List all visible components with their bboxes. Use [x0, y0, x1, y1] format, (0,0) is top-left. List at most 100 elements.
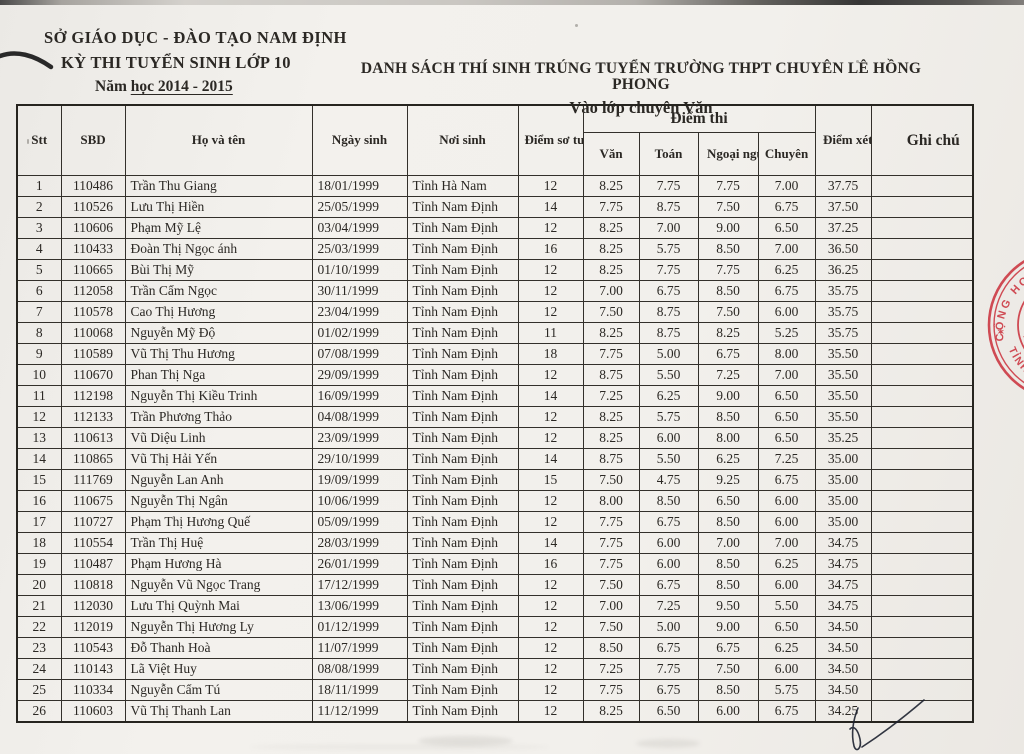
cell-pob: Tỉnh Nam Định	[406, 196, 519, 218]
document-header-left: SỞ GIÁO DỤC - ĐÀO TẠO NAM ĐỊNH KỲ THI TU…	[44, 28, 347, 95]
cell-pob: Tỉnh Nam Định	[406, 406, 519, 428]
table-row: 4 110433 Đoàn Thị Ngọc ánh 25/03/1999 Tỉ…	[16, 238, 974, 260]
cell-math-score: 6.00	[638, 532, 699, 554]
stamp-star-icon: ✶	[997, 327, 1005, 337]
cell-notes	[870, 574, 974, 596]
cell-pob: Tỉnh Nam Định	[406, 343, 519, 365]
col-header-notes: Ghi chú	[870, 104, 974, 176]
cell-sbd: 110526	[60, 196, 126, 218]
cell-literature-score: 7.50	[582, 301, 640, 323]
cell-pre-score: 11	[517, 322, 584, 344]
cell-name: Nguyễn Thị Ngân	[124, 490, 313, 512]
cell-pob: Tỉnh Nam Định	[406, 280, 519, 302]
cell-pob: Tỉnh Nam Định	[406, 532, 519, 554]
table-row: 26 110603 Vũ Thị Thanh Lan 11/12/1999 Tỉ…	[16, 700, 974, 723]
cell-specialized-score: 6.25	[757, 637, 816, 659]
cell-pre-score: 12	[517, 364, 584, 386]
cell-dob: 29/09/1999	[311, 364, 408, 386]
cell-literature-score: 8.25	[582, 259, 640, 281]
cell-foreign-lang-score: 8.50	[697, 280, 759, 302]
cell-pre-score: 12	[517, 259, 584, 281]
cell-foreign-lang-score: 8.50	[697, 511, 759, 533]
cell-stt: 3	[16, 217, 62, 239]
cell-notes	[870, 532, 974, 554]
table-row: 17 110727 Phạm Thị Hương Quế 05/09/1999 …	[16, 511, 974, 533]
cell-pre-score: 12	[517, 679, 584, 701]
cell-math-score: 5.00	[638, 343, 699, 365]
cell-specialized-score: 6.00	[757, 301, 816, 323]
col-header-math: Toán	[638, 132, 699, 176]
table-row: 15 111769 Nguyễn Lan Anh 19/09/1999 Tỉnh…	[16, 469, 974, 491]
scan-artifact-smudge	[250, 744, 550, 750]
cell-sbd: 110334	[60, 679, 126, 701]
cell-math-score: 8.50	[638, 490, 699, 512]
cell-literature-score: 7.00	[582, 595, 640, 617]
cell-name: Nguyễn Thị Kiều Trinh	[124, 385, 313, 407]
cell-sbd: 110818	[60, 574, 126, 596]
cell-literature-score: 7.50	[582, 574, 640, 596]
cell-math-score: 8.75	[638, 196, 699, 218]
cell-notes	[870, 238, 974, 260]
col-header-specialized: Chuyên	[757, 132, 816, 176]
cell-math-score: 8.75	[638, 301, 699, 323]
cell-admission-score: 35.75	[814, 322, 872, 344]
cell-specialized-score: 8.00	[757, 343, 816, 365]
table-row: 5 110665 Bùi Thị Mỹ 01/10/1999 Tỉnh Nam …	[16, 259, 974, 281]
cell-math-score: 6.50	[638, 700, 699, 723]
cell-notes	[870, 217, 974, 239]
cell-stt: 24	[16, 658, 62, 680]
cell-literature-score: 7.50	[582, 469, 640, 491]
cell-math-score: 6.00	[638, 427, 699, 449]
cell-pob: Tỉnh Nam Định	[406, 448, 519, 470]
cell-sbd: 110486	[60, 175, 126, 197]
cell-dob: 11/12/1999	[311, 700, 408, 723]
table-row: 6 112058 Trần Cẩm Ngọc 30/11/1999 Tỉnh N…	[16, 280, 974, 302]
cell-foreign-lang-score: 8.50	[697, 553, 759, 575]
cell-pre-score: 16	[517, 238, 584, 260]
cell-specialized-score: 6.50	[757, 406, 816, 428]
cell-pre-score: 14	[517, 385, 584, 407]
cell-sbd: 110068	[60, 322, 126, 344]
cell-specialized-score: 7.00	[757, 532, 816, 554]
cell-foreign-lang-score: 7.00	[697, 532, 759, 554]
cell-sbd: 110865	[60, 448, 126, 470]
cell-admission-score: 37.75	[814, 175, 872, 197]
cell-sbd: 111769	[60, 469, 126, 491]
cell-stt: 16	[16, 490, 62, 512]
cell-specialized-score: 6.50	[757, 427, 816, 449]
cell-sbd: 110675	[60, 490, 126, 512]
cell-specialized-score: 7.25	[757, 448, 816, 470]
cell-admission-score: 35.75	[814, 301, 872, 323]
cell-foreign-lang-score: 8.50	[697, 679, 759, 701]
cell-stt: 18	[16, 532, 62, 554]
cell-name: Lưu Thị Hiền	[124, 196, 313, 218]
cell-foreign-lang-score: 6.50	[697, 490, 759, 512]
cell-foreign-lang-score: 7.50	[697, 196, 759, 218]
cell-foreign-lang-score: 9.00	[697, 217, 759, 239]
cell-literature-score: 7.75	[582, 196, 640, 218]
cell-math-score: 6.75	[638, 511, 699, 533]
cell-pre-score: 12	[517, 217, 584, 239]
cell-specialized-score: 6.75	[757, 700, 816, 723]
cell-pre-score: 12	[517, 595, 584, 617]
cell-admission-score: 35.25	[814, 427, 872, 449]
cell-foreign-lang-score: 8.25	[697, 322, 759, 344]
cell-name: Trần Thị Huệ	[124, 532, 313, 554]
cell-literature-score: 7.75	[582, 343, 640, 365]
cell-math-score: 7.25	[638, 595, 699, 617]
cell-literature-score: 8.25	[582, 175, 640, 197]
cell-admission-score: 35.50	[814, 385, 872, 407]
results-table: Stt SBD Họ và tên Ngày sinh Nơi sinh Điể…	[16, 104, 975, 723]
cell-literature-score: 8.25	[582, 322, 640, 344]
cell-dob: 11/07/1999	[311, 637, 408, 659]
cell-pob: Tỉnh Nam Định	[406, 385, 519, 407]
cell-literature-score: 7.25	[582, 385, 640, 407]
cell-math-score: 7.75	[638, 259, 699, 281]
cell-name: Vũ Thị Hải Yến	[124, 448, 313, 470]
cell-pre-score: 12	[517, 175, 584, 197]
cell-specialized-score: 7.00	[757, 238, 816, 260]
department-line: SỞ GIÁO DỤC - ĐÀO TẠO NAM ĐỊNH	[44, 28, 347, 47]
cell-literature-score: 7.75	[582, 532, 640, 554]
cell-admission-score: 37.25	[814, 217, 872, 239]
cell-notes	[870, 490, 974, 512]
